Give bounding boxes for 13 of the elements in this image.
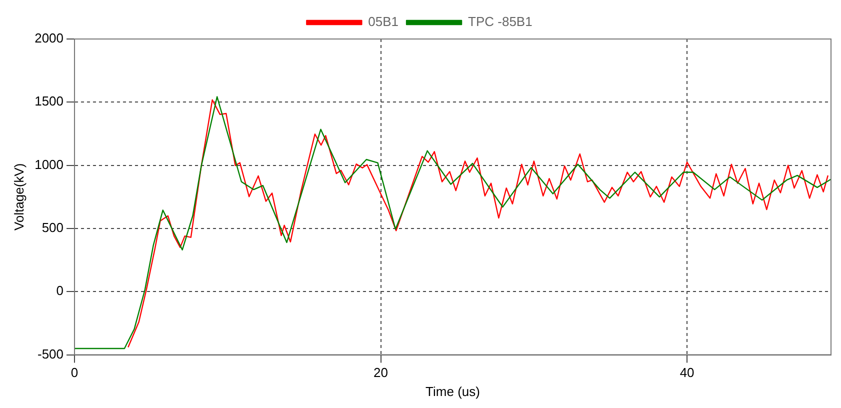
y-tick-label: 2000 (34, 30, 64, 46)
legend-label: 05B1 (368, 14, 399, 30)
x-tick-label: 40 (680, 365, 694, 380)
y-tick-label: 1000 (34, 156, 64, 172)
y-tick-label: 1500 (34, 94, 64, 109)
x-tick-label: 20 (374, 365, 388, 380)
y-tick-label: -500 (37, 346, 64, 362)
y-tick-label: 0 (56, 283, 64, 298)
x-axis-title: Time (us) (426, 384, 480, 399)
x-tick-label: 0 (70, 365, 78, 380)
y-tick-label: 500 (42, 220, 64, 236)
legend-label: TPC -85B1 (468, 14, 532, 30)
y-axis-title: Voltage(kV) (11, 163, 26, 230)
